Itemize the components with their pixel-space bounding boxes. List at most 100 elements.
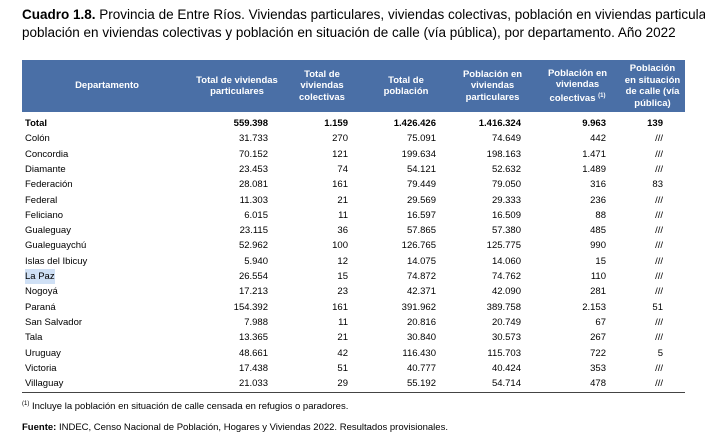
title: Provincia de Entre Ríos. Viviendas parti… <box>99 7 705 22</box>
column-header-label: Total de población <box>383 74 429 98</box>
cell: 57.380 <box>491 225 521 237</box>
cell: 57.865 <box>406 225 436 237</box>
cell: 485 <box>590 225 606 237</box>
row-label: Paraná <box>25 301 56 313</box>
column-header: Departamento <box>22 60 192 112</box>
column-header-text: Población en viviendas particulares <box>454 69 531 104</box>
column-header-label: Total de viviendas colectivas <box>299 68 345 103</box>
cell: 42 <box>337 347 348 359</box>
cell: 79.449 <box>406 179 436 191</box>
cell: 88 <box>595 209 606 221</box>
footnote-marker: (1) <box>22 401 30 407</box>
cell: 42.371 <box>406 286 436 298</box>
cell: 7.988 <box>244 316 268 328</box>
cell: 16.597 <box>406 209 436 221</box>
column-header-text: Población en situación de calle (vía púb… <box>624 63 681 109</box>
cell: 199.634 <box>401 148 436 160</box>
column-header: Total de población <box>362 60 450 112</box>
cell: 52.632 <box>491 163 521 175</box>
cell: 14.075 <box>406 255 436 267</box>
row-label: Concordia <box>25 148 69 160</box>
row-label: Total <box>25 118 47 129</box>
cell: 23 <box>337 286 348 298</box>
cell: 1.471 <box>582 148 606 160</box>
table-label: Cuadro 1.8. <box>22 7 96 22</box>
cell: 110 <box>590 271 606 282</box>
row-label: San Salvador <box>25 316 83 328</box>
cell: 5.940 <box>244 255 268 267</box>
cell: 42.090 <box>491 286 521 298</box>
column-header-label: Población en situación de calle (vía púb… <box>624 63 681 109</box>
cell: 54.121 <box>406 163 436 175</box>
row-label: Federal <box>25 194 58 206</box>
cell: 74.762 <box>491 271 521 282</box>
cell: 48.661 <box>238 347 268 359</box>
cell: 267 <box>590 332 606 344</box>
cell: 74.649 <box>491 133 521 145</box>
column-header-text: Total de población <box>366 75 446 98</box>
cell: 316 <box>590 179 606 191</box>
cell: 198.163 <box>486 148 521 160</box>
cell: 67 <box>595 316 606 328</box>
cell: 23.453 <box>238 163 268 175</box>
row-label: Islas del Ibicuy <box>25 255 88 267</box>
cell: 121 <box>332 148 348 160</box>
cell: 270 <box>332 133 348 145</box>
column-header-text: Total de viviendas colectivas <box>286 69 358 104</box>
cell: 16.509 <box>491 209 521 221</box>
cell: 11 <box>338 316 348 328</box>
cell: 1.489 <box>582 163 606 175</box>
cell: 17.438 <box>238 362 268 374</box>
row-label: Federación <box>25 179 73 191</box>
row-label: Tala <box>25 332 43 344</box>
cell: 126.765 <box>401 240 436 252</box>
cell: /// <box>655 148 663 160</box>
cell: 15 <box>595 255 606 267</box>
cell: 40.777 <box>406 362 436 374</box>
cell: 6.015 <box>244 209 268 221</box>
cell: 52.962 <box>238 240 268 252</box>
cell: 478 <box>590 378 606 390</box>
row-label: Victoria <box>25 362 57 374</box>
cell: /// <box>655 271 663 282</box>
cell: 40.424 <box>491 362 521 374</box>
cell: 83 <box>652 179 663 191</box>
column-note: (1) <box>598 92 606 99</box>
cell: 21.033 <box>238 378 268 390</box>
cell: /// <box>655 316 663 328</box>
footnote-text: Incluye la población en situación de cal… <box>31 401 349 413</box>
column-header-label: Total de viviendas particulares <box>196 74 278 98</box>
cell: 115.703 <box>487 347 521 359</box>
cell: 722 <box>590 347 606 359</box>
cell: 161 <box>332 179 348 191</box>
cell: 5 <box>657 347 663 359</box>
row-label: Colón <box>25 133 50 145</box>
column-header: Total de viviendas particulares <box>192 60 282 112</box>
cell: 70.152 <box>238 148 268 160</box>
title-line: población en viviendas colectivas y pobl… <box>22 25 676 40</box>
row-label: Feliciano <box>25 209 64 221</box>
cell: 125.775 <box>486 240 521 252</box>
cell: /// <box>655 194 663 206</box>
cell: /// <box>655 378 663 390</box>
cell: 139 <box>647 118 663 129</box>
cell: 29.333 <box>491 194 521 206</box>
cell: /// <box>655 332 663 344</box>
cell: 389.758 <box>486 301 521 313</box>
row-label: Nogoyá <box>25 286 58 298</box>
cell: 51 <box>337 362 348 374</box>
column-header-label: Población en viviendas colectivas <box>547 67 608 104</box>
cell: 17.213 <box>238 286 268 298</box>
column-header-label: Departamento <box>75 80 139 92</box>
cell: 21 <box>337 332 348 344</box>
cell: 30.840 <box>406 332 436 344</box>
cell: 30.573 <box>491 332 521 344</box>
column-header: Población en viviendas colectivas (1) <box>535 60 620 112</box>
cell: 74.872 <box>406 271 436 282</box>
cell: /// <box>655 209 663 221</box>
cell: /// <box>655 163 663 175</box>
footnote: (1) Incluye la población en situación de… <box>22 401 348 412</box>
cell: 2.153 <box>582 301 606 313</box>
title-line: Cuadro 1.8. Provincia de Entre Ríos. Viv… <box>22 6 705 24</box>
